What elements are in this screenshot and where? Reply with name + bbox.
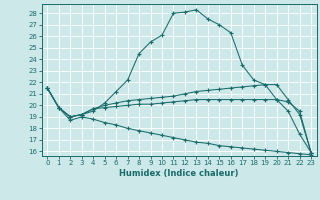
X-axis label: Humidex (Indice chaleur): Humidex (Indice chaleur) [119, 169, 239, 178]
